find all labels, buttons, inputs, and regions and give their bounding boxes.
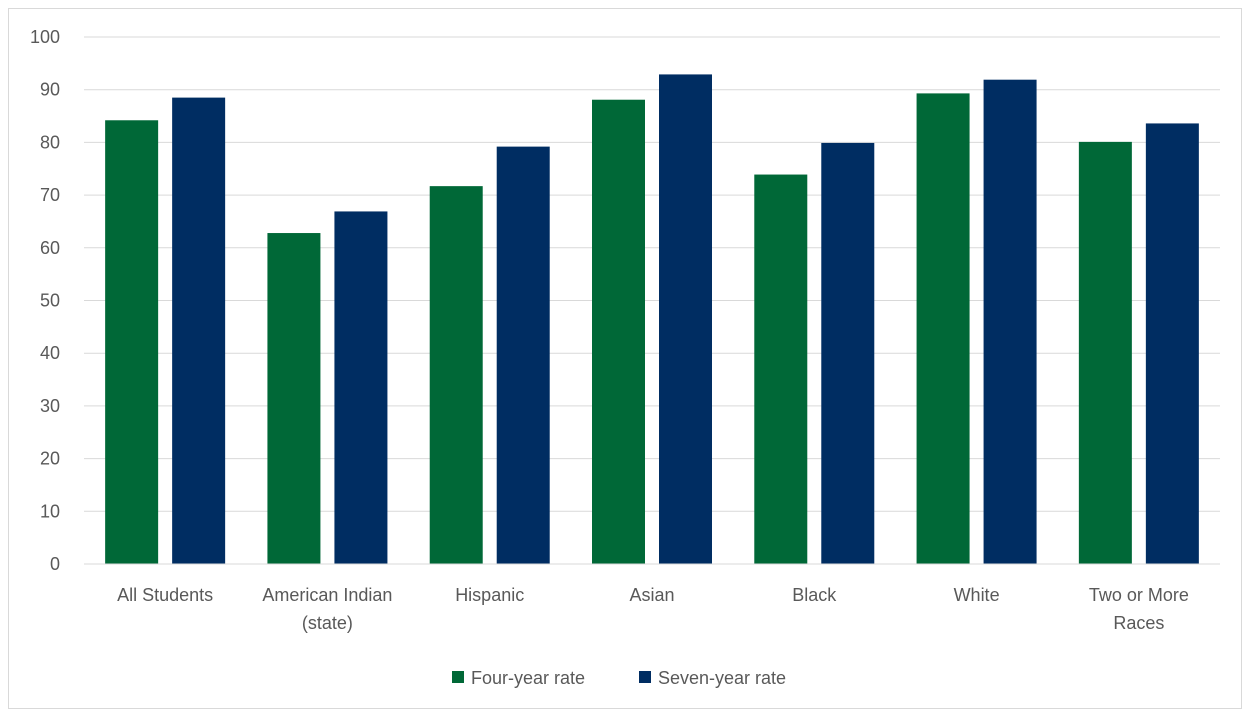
bar-seven-year-6: [1145, 123, 1199, 564]
x-category-label-line: Two or More: [1089, 585, 1189, 605]
x-category-label-line: American Indian: [262, 585, 392, 605]
x-category-label: Black: [792, 585, 837, 605]
legend-label: Four-year rate: [471, 668, 585, 688]
x-category-label: All Students: [117, 585, 213, 605]
y-axis-tick-labels: 0 10 20 30 40 50 60 70 80 90 100: [30, 27, 60, 574]
x-category-label-line: White: [954, 585, 1000, 605]
bar-seven-year-5: [983, 79, 1037, 564]
y-tick-label: 40: [40, 343, 60, 363]
x-category-label-line: All Students: [117, 585, 213, 605]
legend-label: Seven-year rate: [658, 668, 786, 688]
x-category-label: American Indian (state): [262, 585, 392, 633]
x-category-label-line: Hispanic: [455, 585, 524, 605]
bar-four-year-4: [754, 174, 808, 564]
bar-four-year-6: [1078, 141, 1132, 565]
x-category-label-line: Asian: [629, 585, 674, 605]
legend-swatch: [452, 671, 464, 683]
y-tick-label: 30: [40, 396, 60, 416]
legend: Four-year rate Seven-year rate: [452, 668, 786, 688]
y-tick-label: 50: [40, 291, 60, 311]
bar-four-year-0: [105, 120, 159, 565]
y-tick-label: 0: [50, 554, 60, 574]
x-category-label: Asian: [629, 585, 674, 605]
y-tick-label: 100: [30, 27, 60, 47]
x-category-label-line: (state): [302, 613, 353, 633]
bar-seven-year-1: [334, 211, 388, 564]
x-category-label-line: Races: [1113, 613, 1164, 633]
legend-swatch: [639, 671, 651, 683]
y-tick-label: 20: [40, 449, 60, 469]
x-category-label: White: [954, 585, 1000, 605]
x-category-label: Hispanic: [455, 585, 524, 605]
y-tick-label: 70: [40, 185, 60, 205]
y-tick-label: 80: [40, 132, 60, 152]
bar-four-year-5: [916, 93, 970, 564]
bars: [105, 74, 1199, 565]
y-tick-label: 60: [40, 238, 60, 258]
bar-seven-year-4: [821, 142, 875, 564]
y-tick-label: 10: [40, 501, 60, 521]
bar-seven-year-0: [172, 97, 226, 564]
bar-four-year-1: [267, 233, 321, 564]
bar-four-year-2: [429, 186, 483, 565]
bar-four-year-3: [592, 99, 645, 564]
bar-seven-year-2: [496, 146, 550, 564]
x-category-label: Two or More Races: [1089, 585, 1189, 633]
x-axis-category-labels: All Students American Indian (state) Hispan…: [117, 585, 1189, 633]
x-category-label-line: Black: [792, 585, 837, 605]
y-tick-label: 90: [40, 80, 60, 100]
bar-seven-year-3: [659, 74, 712, 565]
gridlines: [84, 36, 1220, 512]
